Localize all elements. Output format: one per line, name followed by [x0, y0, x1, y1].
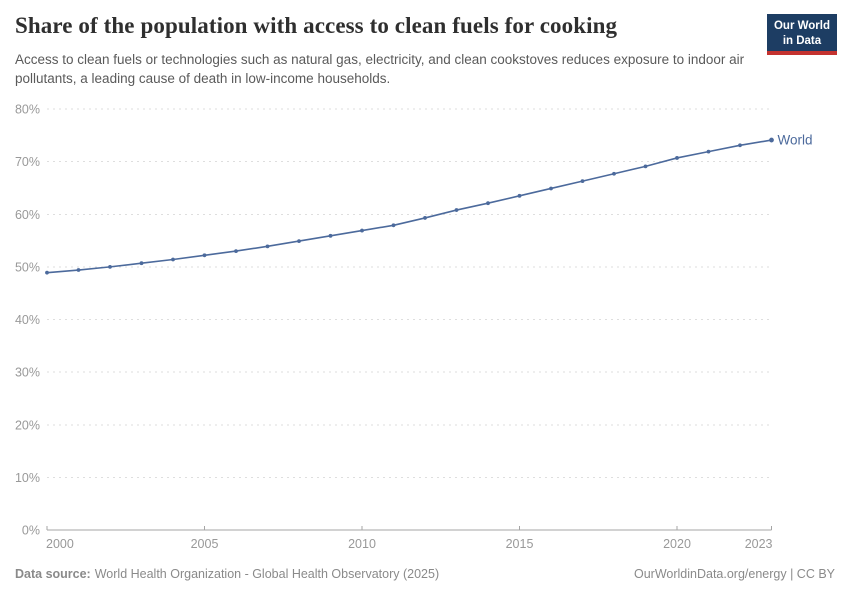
- data-point[interactable]: [171, 257, 175, 262]
- data-source[interactable]: Data source: World Health Organization - …: [15, 567, 439, 581]
- y-axis-tick-label: 10%: [15, 471, 40, 485]
- chart-footer: Data source: World Health Organization - …: [15, 567, 835, 581]
- data-point[interactable]: [234, 249, 238, 253]
- y-axis-tick-label: 20%: [15, 418, 40, 432]
- data-point[interactable]: [643, 164, 648, 169]
- world-series-line[interactable]: [46, 139, 773, 274]
- y-axis-tick-label: 60%: [15, 208, 40, 222]
- x-axis-tick-label: 2000: [46, 537, 74, 551]
- world-series-label[interactable]: World: [778, 133, 813, 148]
- y-axis-tick-label: 30%: [15, 366, 40, 380]
- plot-area[interactable]: [47, 104, 772, 530]
- footer-links[interactable]: OurWorldinData.org/energy | CC BY: [633, 567, 835, 581]
- data-point[interactable]: [76, 268, 81, 272]
- data-point[interactable]: [202, 253, 207, 258]
- y-axis-tick-label: 40%: [15, 313, 40, 327]
- data-point[interactable]: [706, 149, 711, 154]
- data-point[interactable]: [108, 264, 112, 269]
- owid-logo-line1: Our World: [773, 20, 830, 32]
- data-source-text[interactable]: World Health Organization - Global Healt…: [94, 567, 440, 581]
- data-point[interactable]: [486, 201, 490, 206]
- data-point[interactable]: [612, 171, 616, 176]
- data-point[interactable]: [738, 143, 742, 148]
- y-axis-tick-label: 50%: [15, 260, 40, 274]
- data-point[interactable]: [580, 179, 585, 183]
- data-point[interactable]: [454, 208, 459, 212]
- x-axis-tick-label: 2023: [745, 537, 773, 551]
- data-point[interactable]: [549, 186, 553, 191]
- data-point[interactable]: [675, 156, 679, 160]
- data-point[interactable]: [423, 216, 427, 220]
- data-point[interactable]: [45, 270, 49, 275]
- data-point[interactable]: [517, 193, 522, 198]
- data-point[interactable]: [265, 244, 270, 249]
- data-point[interactable]: [139, 261, 144, 266]
- chart-title: Share of the population with access to c…: [15, 13, 618, 38]
- chart-subtitle: Access to clean fuels or technologies su…: [15, 52, 745, 86]
- y-axis-tick-label: 70%: [15, 155, 40, 169]
- data-point[interactable]: [297, 239, 301, 243]
- x-axis-tick-label: 2015: [506, 537, 534, 551]
- owid-logo-line2: in Data: [782, 34, 822, 47]
- y-axis-tick-label: 80%: [15, 103, 40, 117]
- x-axis-tick-label: 2005: [191, 537, 219, 551]
- data-point[interactable]: [360, 228, 364, 233]
- x-axis-tick-label: 2010: [348, 537, 376, 551]
- owid-logo[interactable]: Our World in Data: [766, 14, 837, 56]
- data-point[interactable]: [391, 223, 396, 228]
- x-axis-tick-label: 2020: [663, 537, 691, 551]
- y-axis-tick-label: 0%: [22, 524, 40, 538]
- data-source-label: Data source:: [15, 567, 91, 581]
- data-point[interactable]: [328, 233, 333, 238]
- data-point[interactable]: [769, 137, 774, 143]
